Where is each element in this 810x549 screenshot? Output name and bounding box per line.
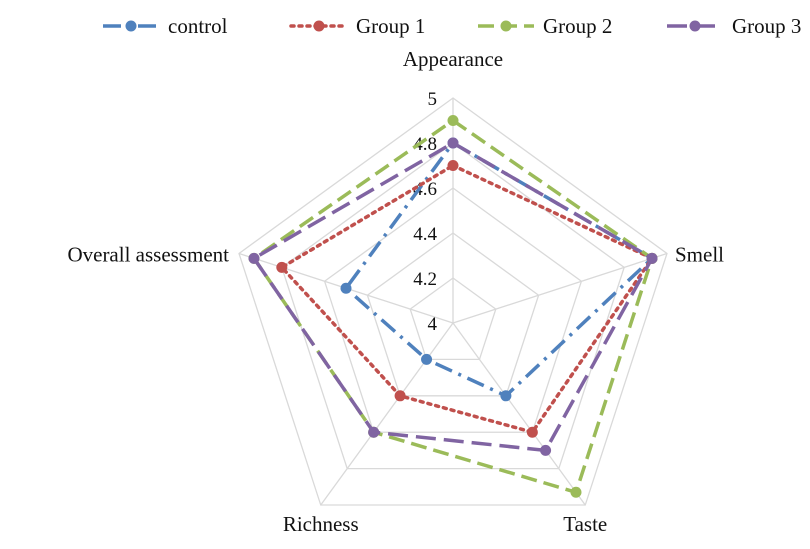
grid-ring-2 — [366, 232, 540, 397]
grid-spoke-richness — [320, 322, 454, 506]
legend-marker-group-1 — [313, 20, 325, 32]
tick-label: 4 — [428, 314, 438, 335]
grid-spoke-taste — [452, 322, 586, 506]
data-point-control-richness — [421, 353, 433, 365]
tick-label: 5 — [428, 89, 438, 110]
data-series — [248, 115, 658, 498]
radar-grid — [238, 97, 668, 506]
grid-spoke-smell — [452, 252, 668, 324]
legend-marker-group-3 — [689, 20, 701, 32]
grid-ring-3 — [323, 187, 583, 433]
legend-item-group-3: Group 3 — [667, 14, 801, 38]
legend-label-group-1: Group 1 — [356, 14, 425, 38]
data-point-group-1-taste — [526, 426, 538, 438]
data-point-group-1-richness — [394, 390, 406, 402]
data-point-control-taste — [500, 390, 512, 402]
legend: control Group 1 Group 2 Group 3 — [103, 14, 801, 38]
grid-ring-5 — [238, 97, 668, 506]
series-line-group-3 — [251, 140, 655, 453]
data-point-group-3-appearance — [447, 137, 459, 149]
data-point-group-3-richness — [368, 426, 380, 438]
series-line-group-2 — [251, 118, 655, 495]
tick-label: 4.8 — [413, 134, 437, 155]
data-point-group-1-appearance — [447, 160, 459, 171]
data-point-group-3-smell — [646, 252, 658, 264]
grid-ring-4 — [281, 142, 625, 470]
legend-marker-group-2 — [500, 20, 512, 32]
legend-label-group-3: Group 3 — [732, 14, 801, 38]
axis-label-smell: Smell — [675, 242, 724, 266]
tick-label: 4.4 — [413, 224, 437, 245]
axis-label-appearance: Appearance — [403, 47, 503, 71]
series-group-3 — [248, 137, 658, 456]
data-point-control-overall-assessment — [340, 282, 352, 294]
data-point-group-3-taste — [540, 444, 552, 456]
series-line-control — [343, 140, 655, 398]
legend-marker-control — [125, 20, 137, 32]
series-line-group-1 — [279, 163, 655, 435]
axis-label-richness: Richness — [283, 512, 359, 536]
axis-labels: Appearance Smell Taste Richness Overall asse… — [67, 47, 724, 536]
data-point-group-2-appearance — [447, 115, 459, 126]
tick-label: 4.2 — [413, 269, 437, 290]
data-point-group-2-taste — [570, 486, 582, 498]
data-point-group-3-overall-assessment — [248, 252, 260, 264]
data-point-group-1-overall-assessment — [276, 261, 288, 273]
legend-label-control: control — [168, 14, 228, 38]
axis-label-overall-assessment: Overall assessment — [67, 242, 229, 266]
legend-label-group-2: Group 2 — [543, 14, 612, 38]
legend-item-control: control — [103, 14, 228, 38]
grid-ring-1 — [409, 277, 497, 361]
axis-label-taste: Taste — [563, 512, 607, 536]
legend-item-group-1: Group 1 — [289, 14, 425, 38]
legend-item-group-2: Group 2 — [478, 14, 612, 38]
